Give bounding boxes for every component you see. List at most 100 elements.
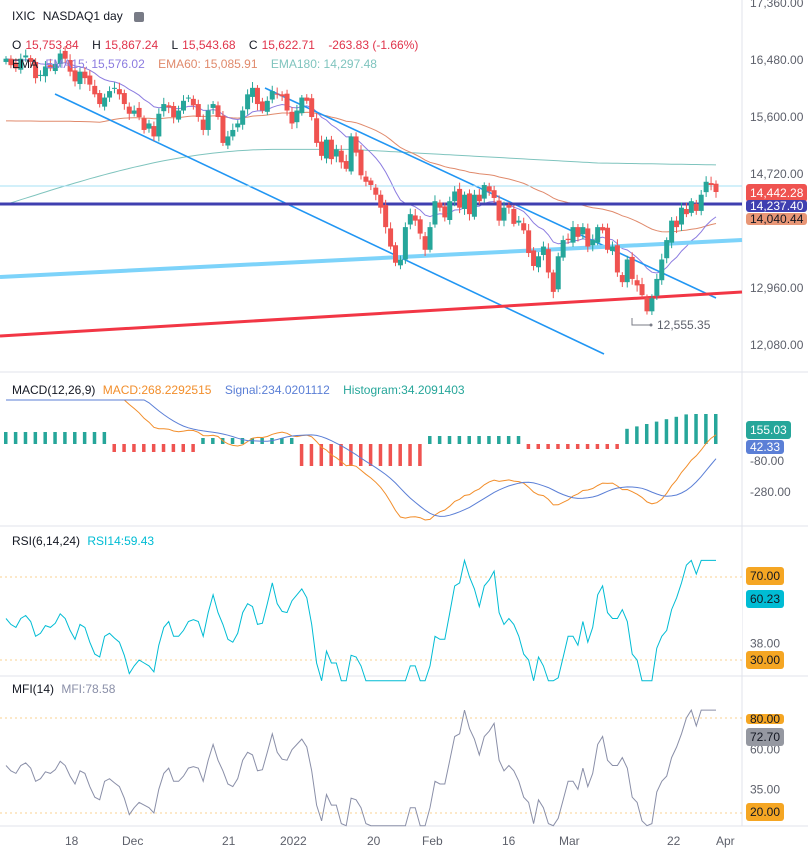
signal-value: Signal:234.0201112	[224, 383, 330, 397]
close-label: C	[248, 38, 258, 52]
candle-body	[664, 240, 670, 259]
macd-histogram-bar	[181, 444, 185, 452]
candle-body	[171, 105, 177, 117]
candle-body	[225, 136, 231, 146]
macd-histogram-bar	[319, 444, 324, 466]
candle-body	[87, 75, 93, 85]
macd-histogram-bar	[615, 444, 619, 449]
candle-body	[230, 129, 236, 137]
candle-body	[378, 194, 384, 208]
macd-histogram-bar	[378, 444, 383, 466]
candle-body	[609, 246, 615, 252]
signal-line	[6, 399, 717, 517]
candle-body	[97, 93, 103, 105]
macd-histogram-bar	[497, 436, 501, 444]
macd-histogram-bar	[625, 428, 629, 444]
macd-histogram-bar	[102, 432, 107, 444]
channel-lower-line	[54, 93, 605, 355]
candle-body	[33, 61, 39, 79]
candle-body	[304, 97, 310, 101]
macd-histogram-bar	[142, 444, 146, 452]
macd-histogram-bar	[566, 444, 570, 449]
price-tick-label: 16,480.00	[750, 53, 804, 67]
candle-body	[570, 227, 576, 243]
candle-body	[383, 205, 389, 228]
channel-upper-line	[264, 87, 717, 299]
mfi-value-badge: 72.70	[746, 728, 785, 746]
candle-body	[102, 97, 108, 107]
ema-legend: EMA EMA15: 15,576.02 EMA60: 15,085.91 EM…	[12, 56, 381, 72]
symbol-interval: 1 day	[93, 9, 123, 23]
candle-body	[412, 215, 418, 221]
candle-body	[501, 207, 507, 221]
rsi-legend: RSI(6,14,24) RSI14:59.43	[12, 533, 158, 549]
mfi-title[interactable]: MFI(14)	[12, 682, 54, 696]
macd-histogram-bar	[349, 444, 353, 466]
low-annotation-label: 12,555.35	[657, 318, 711, 332]
candle-body	[521, 223, 527, 231]
candle-body	[373, 187, 379, 195]
macd-histogram-bar	[664, 419, 669, 444]
candle-body	[486, 186, 492, 192]
rsi-title[interactable]: RSI(6,14,24)	[12, 534, 81, 548]
candle-body	[496, 200, 502, 221]
macd-histogram-bar	[644, 424, 649, 444]
macd-histogram-bar	[13, 432, 18, 444]
price-tick-label: 17,360.00	[750, 0, 804, 10]
macd-legend: MACD(12,26,9) MACD:268.2292515 Signal:23…	[12, 382, 469, 398]
price-badge: 14,442.28	[746, 184, 808, 202]
candle-body	[299, 97, 305, 114]
candle-body	[634, 280, 640, 286]
candle-body	[417, 219, 423, 234]
candle-body	[397, 259, 403, 266]
high-value: 15,867.24	[104, 38, 159, 52]
histogram-value: Histogram:34.2091403	[343, 383, 465, 397]
macd-histogram-bar	[299, 444, 304, 466]
candle-body	[166, 105, 172, 108]
candle-body	[319, 141, 325, 156]
candle-body	[422, 236, 428, 250]
rsi-line	[5, 558, 716, 682]
candle-body	[629, 256, 635, 279]
candle-body	[8, 58, 14, 66]
candle-body	[151, 126, 157, 137]
candle-body	[82, 71, 88, 79]
ema-label[interactable]: EMA	[12, 57, 39, 71]
macd-histogram-bar	[63, 432, 67, 444]
rsi-band	[0, 577, 742, 660]
time-axis-label: 21	[222, 834, 236, 848]
details-icon[interactable]	[134, 11, 145, 22]
candle-body	[674, 220, 680, 228]
macd-histogram-bar	[53, 432, 57, 444]
macd-histogram-bar	[536, 444, 540, 449]
macd-histogram-bar	[359, 444, 363, 466]
low-marker-line	[631, 318, 650, 326]
candle-body	[215, 105, 221, 117]
candle-body	[289, 111, 295, 124]
price-tick-label: 14,720.00	[750, 167, 804, 181]
macd-histogram-bar	[605, 444, 610, 449]
price-tick-label: 12,960.00	[750, 281, 804, 295]
macd-histogram-bar	[171, 444, 176, 452]
open-label: O	[12, 38, 22, 52]
high-label: H	[92, 38, 101, 52]
candle-body	[491, 190, 497, 198]
symbol-ticker[interactable]: IXIC	[12, 9, 36, 23]
macd-histogram-bar	[526, 444, 531, 449]
candle-body	[42, 66, 48, 77]
candle-body	[545, 249, 551, 273]
mfi-low-badge: 20.00	[746, 803, 785, 821]
candle-body	[476, 194, 482, 202]
candle-body	[333, 149, 339, 157]
low-value: 15,543.68	[182, 38, 236, 52]
candle-body	[72, 70, 78, 82]
candle-body	[427, 227, 433, 250]
macd-histogram-bar	[368, 444, 373, 466]
candle-body	[52, 63, 58, 72]
candle-body	[368, 180, 374, 186]
macd-title[interactable]: MACD(12,26,9)	[12, 383, 96, 397]
candle-body	[481, 185, 487, 199]
macd-histogram-bar	[418, 444, 422, 466]
macd-histogram-bar	[280, 438, 284, 444]
